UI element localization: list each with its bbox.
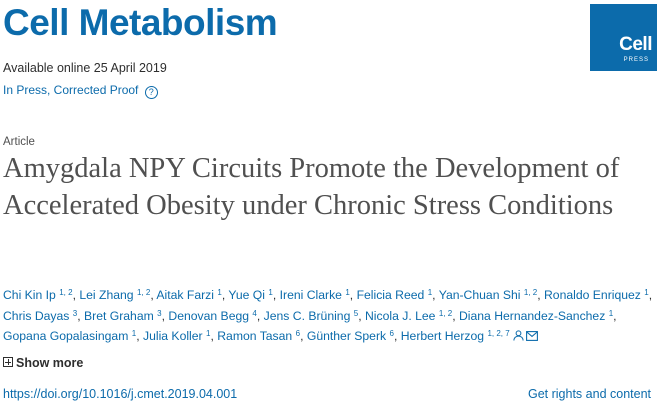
- author-link[interactable]: Jens C. Brüning 5: [264, 309, 359, 323]
- author-link[interactable]: Felicia Reed 1: [357, 288, 433, 302]
- author-separator: ,: [648, 288, 653, 302]
- affiliation-marker: 1: [427, 288, 433, 297]
- author-name: Felicia Reed: [356, 288, 425, 302]
- author-name: Chris Dayas: [3, 308, 70, 323]
- author-separator: ,: [358, 308, 365, 323]
- author-link[interactable]: Yan-Chuan Shi 1, 2: [439, 288, 538, 302]
- affiliation-marker: 1: [131, 329, 137, 338]
- author-separator: ,: [72, 288, 80, 302]
- affiliation-marker: 1: [217, 288, 222, 297]
- author-link[interactable]: Gopana Gopalasingam 1: [3, 329, 136, 343]
- author-name: Ronaldo Enriquez: [544, 288, 641, 302]
- author-link[interactable]: Bret Graham 3: [84, 309, 162, 323]
- author-name: Yan-Chuan Shi: [438, 288, 521, 302]
- author-separator: ,: [161, 308, 169, 323]
- author-separator: ,: [613, 308, 617, 323]
- author-name: Denovan Begg: [168, 308, 250, 323]
- author-name: Aitak Farzi: [156, 288, 214, 302]
- cell-press-logo[interactable]: Cell PRESS: [590, 4, 657, 71]
- expand-icon: [3, 357, 13, 367]
- logo-text: Cell: [619, 34, 652, 55]
- author-link[interactable]: Ramon Tasan 6: [217, 329, 300, 343]
- author-separator: ,: [432, 288, 439, 302]
- author-link[interactable]: Julia Koller 1: [143, 329, 210, 343]
- affiliation-marker: 1: [268, 288, 273, 297]
- author-name: Diana Hernandez-Sanchez: [458, 308, 606, 323]
- article-type: Article: [3, 136, 35, 148]
- author-name: Günther Sperk: [306, 329, 387, 343]
- affiliation-marker: 3: [72, 308, 78, 318]
- author-list: Chi Kin Ip 1, 2, Lei Zhang 1, 2, Aitak F…: [3, 285, 659, 347]
- author-name: Jens C. Brüning: [263, 308, 351, 323]
- person-icon[interactable]: [513, 330, 524, 341]
- author-separator: ,: [349, 288, 357, 302]
- status-label: In Press, Corrected Proof: [3, 83, 139, 97]
- availability-date: Available online 25 April 2019: [3, 61, 167, 75]
- author-name: Lei Zhang: [79, 288, 134, 302]
- author-separator: ,: [136, 329, 143, 343]
- author-separator: ,: [77, 308, 84, 323]
- logo-subtext: PRESS: [623, 57, 649, 63]
- author-separator: ,: [272, 288, 280, 302]
- author-link[interactable]: Yue Qi 1: [228, 288, 272, 302]
- affiliation-marker: 6: [295, 329, 301, 338]
- author-separator: ,: [300, 329, 307, 343]
- author-name: Nicola J. Lee: [365, 308, 436, 323]
- doi-link[interactable]: https://doi.org/10.1016/j.cmet.2019.04.0…: [3, 387, 238, 401]
- author-link[interactable]: Diana Hernandez-Sanchez 1: [459, 309, 613, 323]
- show-more-button[interactable]: Show more: [3, 356, 83, 370]
- author-separator: ,: [210, 329, 218, 343]
- article-status: In Press, Corrected Proof ?: [3, 83, 158, 99]
- author-name: Ramon Tasan: [217, 329, 293, 343]
- author-link[interactable]: Herbert Herzog 1, 2, 7: [401, 329, 510, 343]
- author-link[interactable]: Aitak Farzi 1: [156, 288, 221, 302]
- author-name: Ireni Clarke: [279, 288, 342, 302]
- author-link[interactable]: Lei Zhang 1, 2: [79, 288, 150, 302]
- affiliation-marker: 1: [644, 288, 649, 297]
- author-name: Julia Koller: [142, 329, 203, 343]
- affiliation-marker: 1: [206, 329, 211, 338]
- help-icon[interactable]: ?: [144, 86, 158, 99]
- envelope-icon[interactable]: [525, 331, 538, 341]
- affiliation-marker: 1, 2: [438, 308, 453, 318]
- author-separator: ,: [150, 288, 157, 302]
- affiliation-marker: 1, 2: [523, 288, 538, 297]
- author-name: Bret Graham: [84, 308, 154, 323]
- author-link[interactable]: Chi Kin Ip 1, 2: [3, 288, 73, 302]
- author-separator: ,: [537, 288, 544, 302]
- author-link[interactable]: Ireni Clarke 1: [280, 288, 350, 302]
- author-name: Chi Kin Ip: [3, 288, 56, 302]
- affiliation-marker: 6: [389, 329, 394, 338]
- rights-link[interactable]: Get rights and content: [528, 387, 651, 401]
- author-link[interactable]: Nicola J. Lee 1, 2: [365, 309, 452, 323]
- affiliation-marker: 4: [252, 308, 257, 318]
- author-link[interactable]: Ronaldo Enriquez 1: [544, 288, 649, 302]
- author-separator: ,: [452, 308, 459, 323]
- author-separator: ,: [221, 288, 229, 302]
- author-name: Herbert Herzog: [400, 329, 485, 343]
- affiliation-marker: 3: [157, 308, 162, 318]
- affiliation-marker: 1, 2: [59, 288, 73, 297]
- author-name: Yue Qi: [228, 288, 265, 302]
- affiliation-marker: 1: [345, 288, 350, 297]
- show-more-label: Show more: [16, 356, 84, 370]
- author-link[interactable]: Günther Sperk 6: [307, 329, 394, 343]
- author-separator: ,: [256, 308, 264, 323]
- author-link[interactable]: Chris Dayas 3: [3, 309, 77, 323]
- affiliation-marker: 1, 2, 7: [487, 329, 510, 338]
- affiliation-marker: 1: [608, 308, 614, 318]
- journal-title[interactable]: Cell Metabolism: [3, 2, 278, 43]
- author-link[interactable]: Denovan Begg 4: [168, 309, 256, 323]
- author-separator: ,: [393, 329, 401, 343]
- affiliation-marker: 1, 2: [136, 288, 151, 297]
- author-name: Gopana Gopalasingam: [3, 329, 129, 343]
- article-title: Amygdala NPY Circuits Promote the Develo…: [3, 153, 620, 221]
- affiliation-marker: 5: [353, 308, 359, 318]
